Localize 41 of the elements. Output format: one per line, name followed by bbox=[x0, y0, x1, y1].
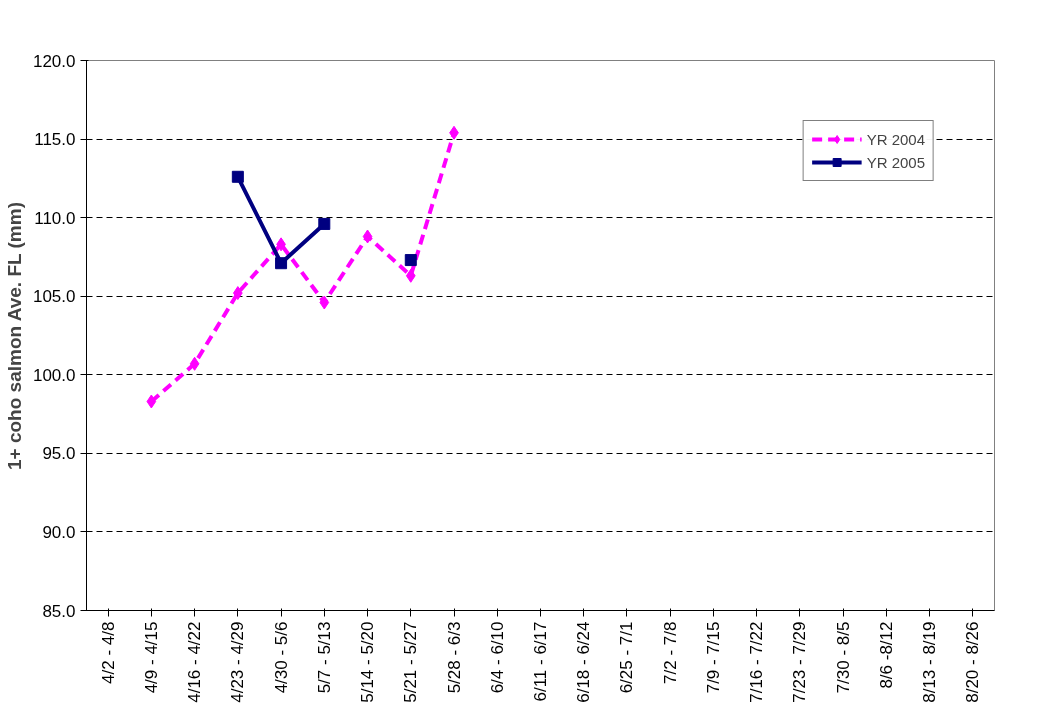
point bbox=[275, 257, 288, 270]
point bbox=[189, 356, 200, 371]
x-tick-label: 6/18 - 6/24 bbox=[574, 621, 594, 703]
y-tick-label: 120.0 bbox=[32, 51, 76, 71]
x-tick-label: 7/16 - 7/22 bbox=[747, 621, 767, 703]
y-tick-label: 105.0 bbox=[32, 287, 76, 307]
x-tick-label: 6/25 - 7/1 bbox=[617, 621, 637, 694]
y-tick-label: 115.0 bbox=[34, 130, 76, 150]
legend-label: YR 2004 bbox=[866, 130, 925, 148]
x-tick-label: 6/11 - 6/17 bbox=[531, 621, 550, 702]
x-tick-label: 4/23 - 4/29 bbox=[228, 621, 248, 703]
x-tick-label: 5/7 - 5/13 bbox=[314, 621, 334, 694]
point bbox=[319, 295, 330, 310]
point bbox=[318, 217, 331, 230]
y-axis-title: 1+ coho salmon Ave. FL (mm) bbox=[3, 202, 25, 471]
point bbox=[404, 254, 417, 267]
x-tick-label: 6/4 - 6/10 bbox=[487, 621, 507, 694]
x-tick-label: 5/28 - 6/3 bbox=[444, 621, 464, 694]
x-tick-label: 4/2 - 4/8 bbox=[98, 621, 118, 684]
y-tick-label: 100.0 bbox=[32, 365, 76, 385]
y-tick-label: 85.0 bbox=[42, 601, 76, 621]
point bbox=[362, 229, 373, 244]
y-tick-label: 110.0 bbox=[34, 208, 76, 228]
x-tick-label: 4/30 - 5/6 bbox=[271, 621, 291, 694]
x-tick-label: 7/2 - 7/8 bbox=[660, 621, 680, 684]
x-tick-label: 8/20 - 8/26 bbox=[963, 621, 983, 703]
x-tick-label: 4/9 - 4/15 bbox=[141, 621, 161, 694]
x-tick-label: 8/13 - 8/19 bbox=[920, 621, 940, 703]
x-tick-label: 7/23 - 7/29 bbox=[790, 621, 810, 703]
point bbox=[231, 170, 244, 183]
x-tick-label: 5/21 - 5/27 bbox=[401, 621, 421, 703]
x-tick-label: 5/14 - 5/20 bbox=[358, 621, 378, 703]
legend-label: YR 2005 bbox=[866, 153, 925, 171]
y-tick-label: 90.0 bbox=[42, 522, 76, 542]
x-tick-label: 7/30 - 8/5 bbox=[833, 621, 853, 694]
x-tick-label: 8/6 -8/12 bbox=[876, 621, 896, 689]
point bbox=[405, 268, 416, 283]
x-tick-label: 4/16 - 4/22 bbox=[185, 621, 205, 703]
y-tick-label: 95.0 bbox=[42, 444, 76, 464]
point bbox=[146, 394, 157, 409]
x-tick-label: 7/9 - 7/15 bbox=[703, 621, 723, 694]
